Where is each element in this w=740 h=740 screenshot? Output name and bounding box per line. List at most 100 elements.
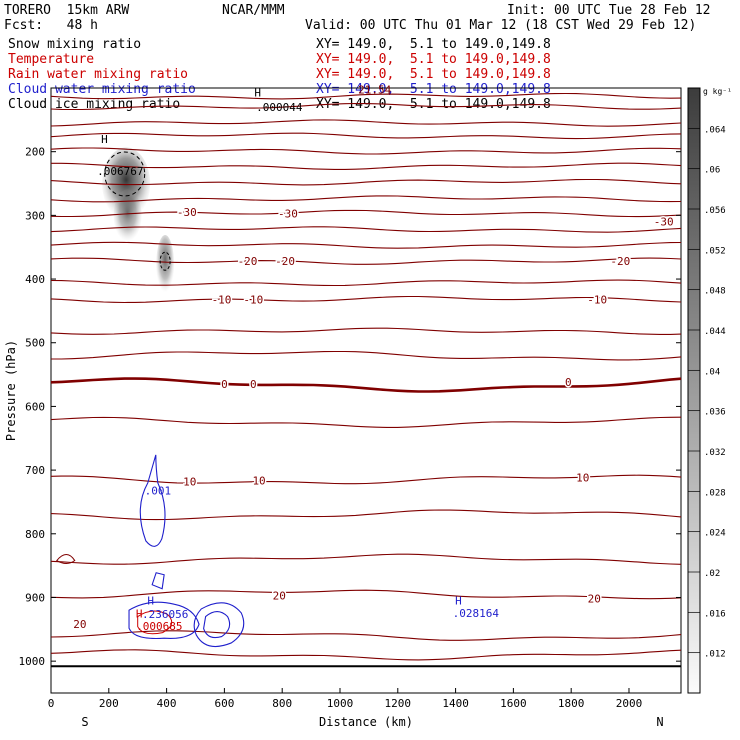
maximum-label: H [147,595,154,608]
y-tick-label: 400 [25,273,45,286]
x-tick-label: 1600 [500,697,527,710]
x-tick-label: 0 [48,697,55,710]
colorbar-tick-label: .024 [704,529,726,539]
legend-xy-temperature: XY= 149.0, 5.1 to 149.0,149.8 [316,52,551,67]
isotherm-line [50,241,682,249]
y-axis-title: Pressure (hPa) [4,340,18,441]
legend-xy-snow: XY= 149.0, 5.1 to 149.0,149.8 [316,37,551,52]
legend-xy-cloud-ice: XY= 149.0, 5.1 to 149.0,149.8 [316,97,551,112]
colorbar-tick-label: .02 [704,569,720,579]
isotherm-line [50,209,682,218]
ice-shading [156,235,175,296]
isotherm-line [50,295,682,304]
colorbar-unit: g kg⁻¹ [703,87,732,96]
isotherm-line [50,279,682,287]
isotherm-line [51,350,682,361]
left-endpoint-label: S [81,715,88,729]
colorbar-tick-label: .012 [704,650,726,660]
isotherm-line [50,327,682,335]
colorbar-tick-label: .048 [704,287,726,297]
isotherm-label: -30 [654,216,674,229]
colorbar-tick-label: .056 [704,206,726,216]
cloud-water-contour [128,601,200,640]
isotherm-label: 0 [250,378,257,391]
maximum-label: .000044 [256,101,303,114]
maximum-label: H [136,607,143,620]
cloud-water-contour [203,611,231,639]
x-tick-label: 2000 [616,697,643,710]
isotherm-label: -10 [212,293,232,306]
isotherm-line [50,509,682,521]
init-time: Init: 00 UTC Tue 28 Feb 12 [507,3,711,18]
maximum-label: 21.54 [358,83,391,96]
isotherm-line [50,649,682,661]
isotherm-label: -20 [610,255,630,268]
cloud-water-contour [151,572,165,590]
isotherm-line [51,162,682,170]
cloud-water-contour [193,602,245,648]
ice-contour [159,251,171,271]
maximum-label: .028164 [453,607,500,620]
maximum-label: H [455,595,462,608]
colorbar [687,87,701,694]
maximum-label: .001 [145,484,172,497]
y-tick-label: 700 [25,464,45,477]
x-tick-label: 400 [157,697,177,710]
colorbar-tick-label: .064 [704,125,726,135]
plot-frame [50,87,682,694]
isotherm-line [50,92,682,100]
legend-name-temperature: Temperature [8,52,95,67]
x-tick-label: 600 [214,697,234,710]
y-tick-label: 500 [25,337,45,350]
forecast-hour: Fcst: 48 h [4,18,98,33]
y-tick-label: 600 [25,400,45,413]
isotherm-label: -20 [275,255,295,268]
y-tick-label: 200 [25,146,45,159]
legend-xy-rain: XY= 149.0, 5.1 to 149.0,149.8 [316,67,551,82]
maximum-label: H [254,86,261,99]
isotherm-closed-contour [56,554,76,565]
maximum-label: .236056 [142,608,188,621]
maximum-label: H [101,133,108,146]
legend-name-snow: Snow mixing ratio [8,37,142,52]
colorbar-tick-label: .028 [704,488,726,498]
isotherm-label: -30 [177,206,197,219]
snow-shading-tail [113,189,142,242]
isotherm-line [50,589,682,600]
colorbar-tick-label: .032 [704,448,726,458]
cloud-water-contour [139,454,166,547]
right-endpoint-label: N [656,715,663,729]
isotherm-line [50,178,682,186]
x-tick-label: 200 [99,697,119,710]
isotherm-label: -30 [278,207,298,220]
isotherm-line [50,630,682,641]
colorbar-tick-label: .052 [704,246,726,256]
isotherm-line [50,147,682,155]
x-axis-title: Distance (km) [319,715,413,729]
legend-name-cloud-water: Cloud water mixing ratio [8,82,196,97]
legend-xy-cloud-water: XY= 149.0, 5.1 to 149.0,149.8 [316,82,551,97]
isotherm-line [50,553,682,565]
colorbar-tick-label: .044 [704,327,726,337]
colorbar-tick-label: .04 [704,367,720,377]
maximum-label: .000685 [136,620,182,633]
isotherm-label: 20 [73,618,86,631]
colorbar-tick-label: .06 [704,166,720,176]
isotherm-label: -10 [587,293,607,306]
legend-name-rain: Rain water mixing ratio [8,67,189,82]
isotherm-line [50,257,682,265]
legend-name-cloud-ice: Cloud ice mixing ratio [8,97,181,112]
isotherm-label: 10 [252,474,265,487]
isotherm-label: -20 [238,255,258,268]
isotherm-label: 20 [273,590,286,603]
y-tick-label: 900 [25,591,45,604]
model-title: TORERO 15km ARW [4,3,130,18]
isotherm-label: 0 [221,378,228,391]
isotherm-line [50,195,682,203]
isotherm-line [50,416,682,428]
x-tick-label: 800 [272,697,292,710]
valid-time: Valid: 00 UTC Thu 01 Mar 12 (18 CST Wed … [305,18,697,33]
colorbar-tick-label: .036 [704,408,726,418]
isotherm-line [50,119,682,127]
